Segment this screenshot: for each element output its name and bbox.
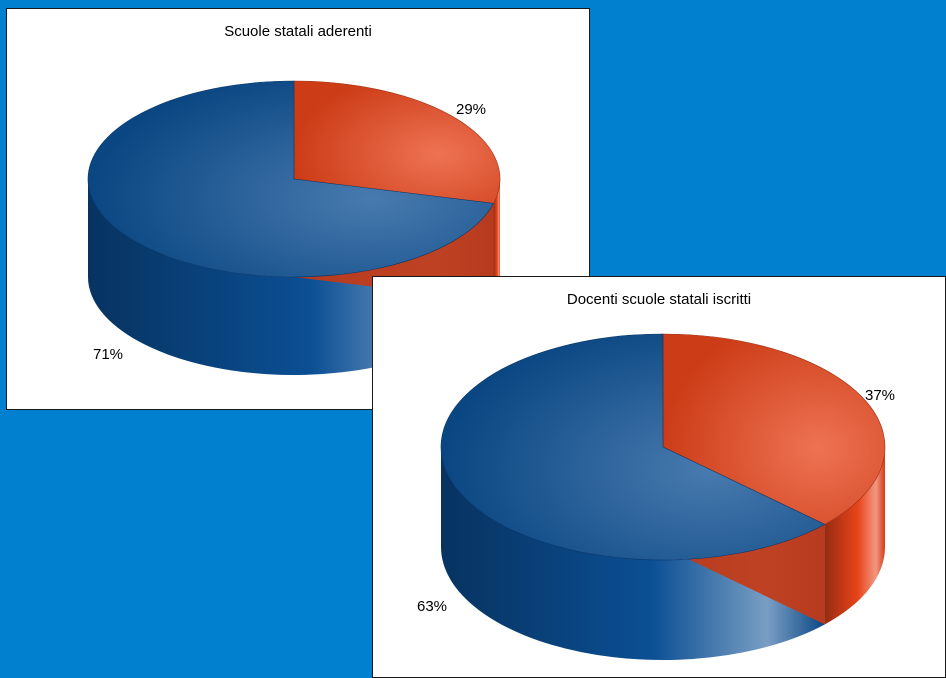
pie-side-63% bbox=[441, 447, 825, 660]
pie-slice-29% bbox=[293, 80, 501, 204]
pie-side-37% bbox=[824, 447, 885, 625]
chart-panel-docenti: Docenti scuole statali iscritti 37% 63% bbox=[372, 276, 946, 678]
data-label-71%: 71% bbox=[93, 346, 123, 363]
chart-title: Docenti scuole statali iscritti bbox=[566, 291, 752, 308]
pie-side-29% bbox=[493, 179, 500, 302]
pie-slice-71% bbox=[87, 80, 495, 278]
pie-slice-37% bbox=[662, 333, 886, 525]
pie-slice-63% bbox=[440, 333, 826, 561]
data-label-63%: 63% bbox=[417, 598, 447, 615]
pie-chart-docenti: 37% 63% bbox=[417, 333, 895, 660]
chart-title: Scuole statali aderenti bbox=[224, 23, 372, 40]
data-label-37%: 37% bbox=[865, 387, 895, 404]
data-label-29%: 29% bbox=[456, 101, 486, 118]
